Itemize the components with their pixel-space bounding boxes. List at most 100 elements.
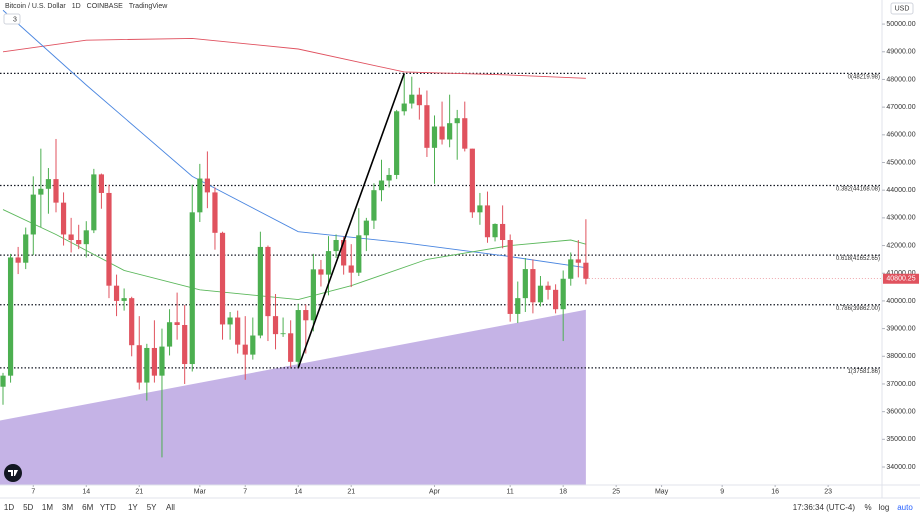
x-tick-label: 16 [771,488,779,495]
x-tick-label: 7 [31,488,35,495]
candle-body [204,178,210,193]
brand: TradingView [129,3,168,10]
toolbar: 1D 5D 1M 3M 6M YTD 1Y 5Y All 17:36:34 (UTC-4)% log… [4,503,913,512]
candle-body [257,246,263,336]
candle-body [371,190,377,221]
fib-label: 1(37581.86) [848,369,880,375]
candle-body [583,262,589,279]
trend-line [297,73,405,369]
candle-body [242,344,248,355]
candle-body [280,333,286,335]
range-button[interactable]: 6M [82,503,93,512]
x-tick-label: 14 [82,488,90,495]
y-tick-label: 45000.00 [886,159,915,166]
candle-body [53,179,59,203]
y-tick-label: 40000.00 [886,298,915,305]
fib-label: 0(48219.98) [848,74,880,80]
candle-body [197,178,203,213]
y-tick-label: 44000.00 [886,187,915,194]
x-tick-label: 14 [294,488,302,495]
range-button[interactable]: 5D [23,503,33,512]
fib-label: 0.382(44168.08) [836,187,880,193]
moving-average [2,38,586,79]
candle-body [235,317,241,345]
range-button[interactable]: YTD [100,503,116,512]
candle-body [522,269,528,299]
candle-body [333,240,339,252]
scale-option[interactable]: % [864,503,871,512]
candle-body [189,212,195,365]
candle-body [98,174,105,193]
y-tick-label: 35000.00 [886,436,915,443]
candle-body [60,202,67,235]
candle-body [416,94,422,106]
range-button[interactable]: 1M [42,503,53,512]
y-tick-label: 49000.00 [886,49,915,56]
candle-body [310,269,316,321]
x-tick-label: May [655,488,669,495]
candle-body [401,103,407,112]
candle-body [462,118,468,149]
last-price-box [883,273,919,284]
axes: 34000.00 35000.00 36000.00 37000.00 38000.00… [31,21,919,495]
scale-option[interactable]: auto [897,503,913,512]
candle-body [469,148,475,213]
y-tick-label: 37000.00 [886,381,915,388]
y-tick-label: 38000.00 [886,353,915,360]
candle-body [492,223,498,238]
currency[interactable]: USD [895,5,910,12]
fib-label: 0.786(39862.00) [836,306,880,312]
y-tick-label: 41000.00 [886,270,915,277]
candle-body [166,322,173,347]
candle-body [515,298,521,314]
candle-body [45,179,52,189]
candle-body [424,105,430,148]
y-tick-label: 47000.00 [886,104,915,111]
candle-body [219,232,226,325]
candle-body [348,265,354,273]
y-tick-label: 42000.00 [886,242,915,249]
scale-option[interactable]: log [879,503,890,512]
candle-body [386,174,392,181]
candle-body [454,118,460,124]
range-button[interactable]: 3M [62,503,73,512]
symbol: Bitcoin / U.S. Dollar [5,3,66,10]
indicator-toggle[interactable] [3,13,21,25]
candle-body [507,240,513,314]
currency-button[interactable] [890,2,914,15]
range-button[interactable]: 1Y [128,503,138,512]
exchange: COINBASE [87,3,124,10]
candle-body [295,310,301,362]
candle-body [212,192,218,233]
candle-body [318,269,324,275]
x-tick-label: 21 [347,488,355,495]
candle-body [250,335,256,355]
y-tick-label: 34000.00 [886,464,915,471]
candle-body [23,234,29,263]
candle-body [174,322,180,325]
candle-body [439,126,445,140]
x-tick-label: 23 [824,488,832,495]
candle-body [325,251,332,275]
range-button[interactable]: All [166,503,175,512]
x-tick-label: Apr [429,488,441,495]
x-tick-label: 25 [612,488,620,495]
candle-body [106,192,112,286]
x-tick-label: 18 [559,488,567,495]
candle-body [0,375,6,387]
last-price-label: 40800.25 [886,276,915,283]
range-button[interactable]: 1D [4,503,14,512]
candle-body [83,230,89,245]
candle-body [537,285,544,303]
y-tick-label: 46000.00 [886,132,915,139]
candle-body [76,240,82,245]
indicator-count[interactable]: 3 [13,16,17,23]
candle-body [227,317,233,325]
y-tick-label: 39000.00 [886,325,915,332]
candle-body [378,180,385,191]
support-area [0,309,586,485]
candle-body [303,310,309,321]
range-button[interactable]: 5Y [147,503,157,512]
plot-area: 0(48219.98) 0.382(44168.08) 0.618(41652.65… [0,9,882,485]
candle-body [265,246,271,317]
